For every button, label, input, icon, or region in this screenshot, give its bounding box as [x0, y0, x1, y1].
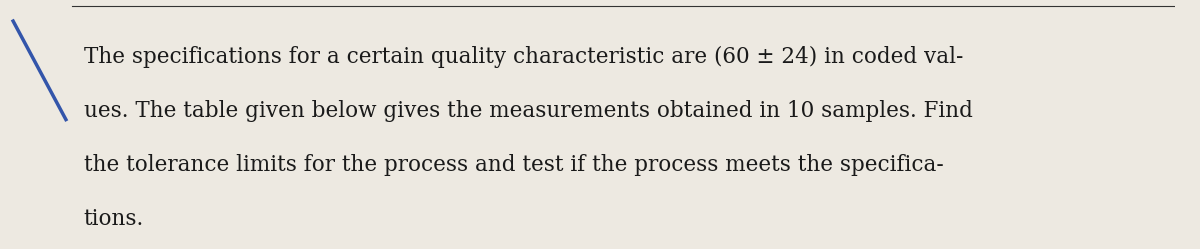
Text: ues. The table given below gives the measurements obtained in 10 samples. Find: ues. The table given below gives the mea…	[84, 100, 972, 122]
Text: tions.: tions.	[84, 208, 144, 230]
Text: the tolerance limits for the process and test if the process meets the specifica: the tolerance limits for the process and…	[84, 154, 943, 176]
Text: The specifications for a certain quality characteristic are (60 ± 24) in coded v: The specifications for a certain quality…	[84, 46, 962, 68]
